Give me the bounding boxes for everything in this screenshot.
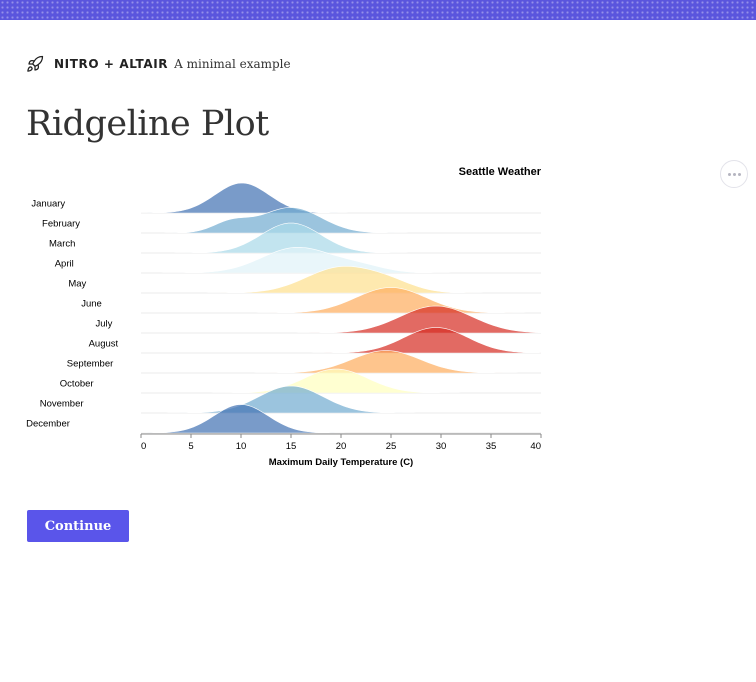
more-options-button[interactable]	[720, 160, 748, 188]
ridge-label-april: April	[55, 259, 74, 270]
x-tick-label: 25	[386, 441, 397, 452]
ridge-label-november: November	[40, 399, 84, 410]
more-horizontal-icon	[727, 172, 741, 176]
ridge-label-july: July	[96, 319, 113, 330]
x-tick-label: 20	[336, 441, 347, 452]
ridge-label-march: March	[49, 239, 75, 250]
top-banner	[0, 0, 756, 20]
ridge-area-august	[141, 327, 542, 354]
brand-tagline: A minimal example	[174, 57, 291, 71]
ridge-label-june: June	[81, 299, 102, 310]
ridge-area-may	[141, 265, 541, 294]
x-tick-label: 0	[141, 441, 146, 452]
x-tick-label: 15	[286, 441, 297, 452]
ridge-area-february	[141, 207, 541, 234]
x-tick-label: 35	[486, 441, 497, 452]
x-tick-label: 40	[530, 441, 541, 452]
ridge-area-september	[141, 350, 541, 374]
ridge-label-february: February	[42, 219, 80, 230]
ridge-label-may: May	[68, 279, 86, 290]
brand-name: NITRO + ALTAIR	[54, 57, 169, 71]
rocket-icon	[27, 55, 44, 72]
chart-title: Seattle Weather	[459, 166, 542, 178]
ridge-area-december	[140, 404, 541, 434]
brand: NITRO + ALTAIR A minimal example	[26, 54, 291, 74]
x-axis-title: Maximum Daily Temperature (C)	[269, 457, 413, 468]
ridgeline-chart: Seattle Weather January February March Apri…	[26, 166, 542, 468]
ridge-label-august: August	[89, 339, 119, 350]
x-tick-label: 30	[436, 441, 447, 452]
ridge-area-march	[141, 222, 541, 254]
ridge-area-october	[141, 368, 541, 394]
page-title: Ridgeline Plot	[26, 104, 269, 144]
ridge-area-april	[141, 246, 541, 274]
ridge-label-december: December	[26, 419, 70, 430]
ridge-label-october: October	[60, 379, 94, 390]
x-tick-label: 5	[188, 441, 193, 452]
x-tick-label: 10	[236, 441, 247, 452]
ridge-area-july	[141, 305, 542, 334]
ridge-label-september: September	[67, 359, 113, 370]
ridge-area-january	[140, 182, 541, 214]
ridge-label-january: January	[31, 199, 65, 210]
continue-button[interactable]: Continue	[27, 510, 129, 542]
